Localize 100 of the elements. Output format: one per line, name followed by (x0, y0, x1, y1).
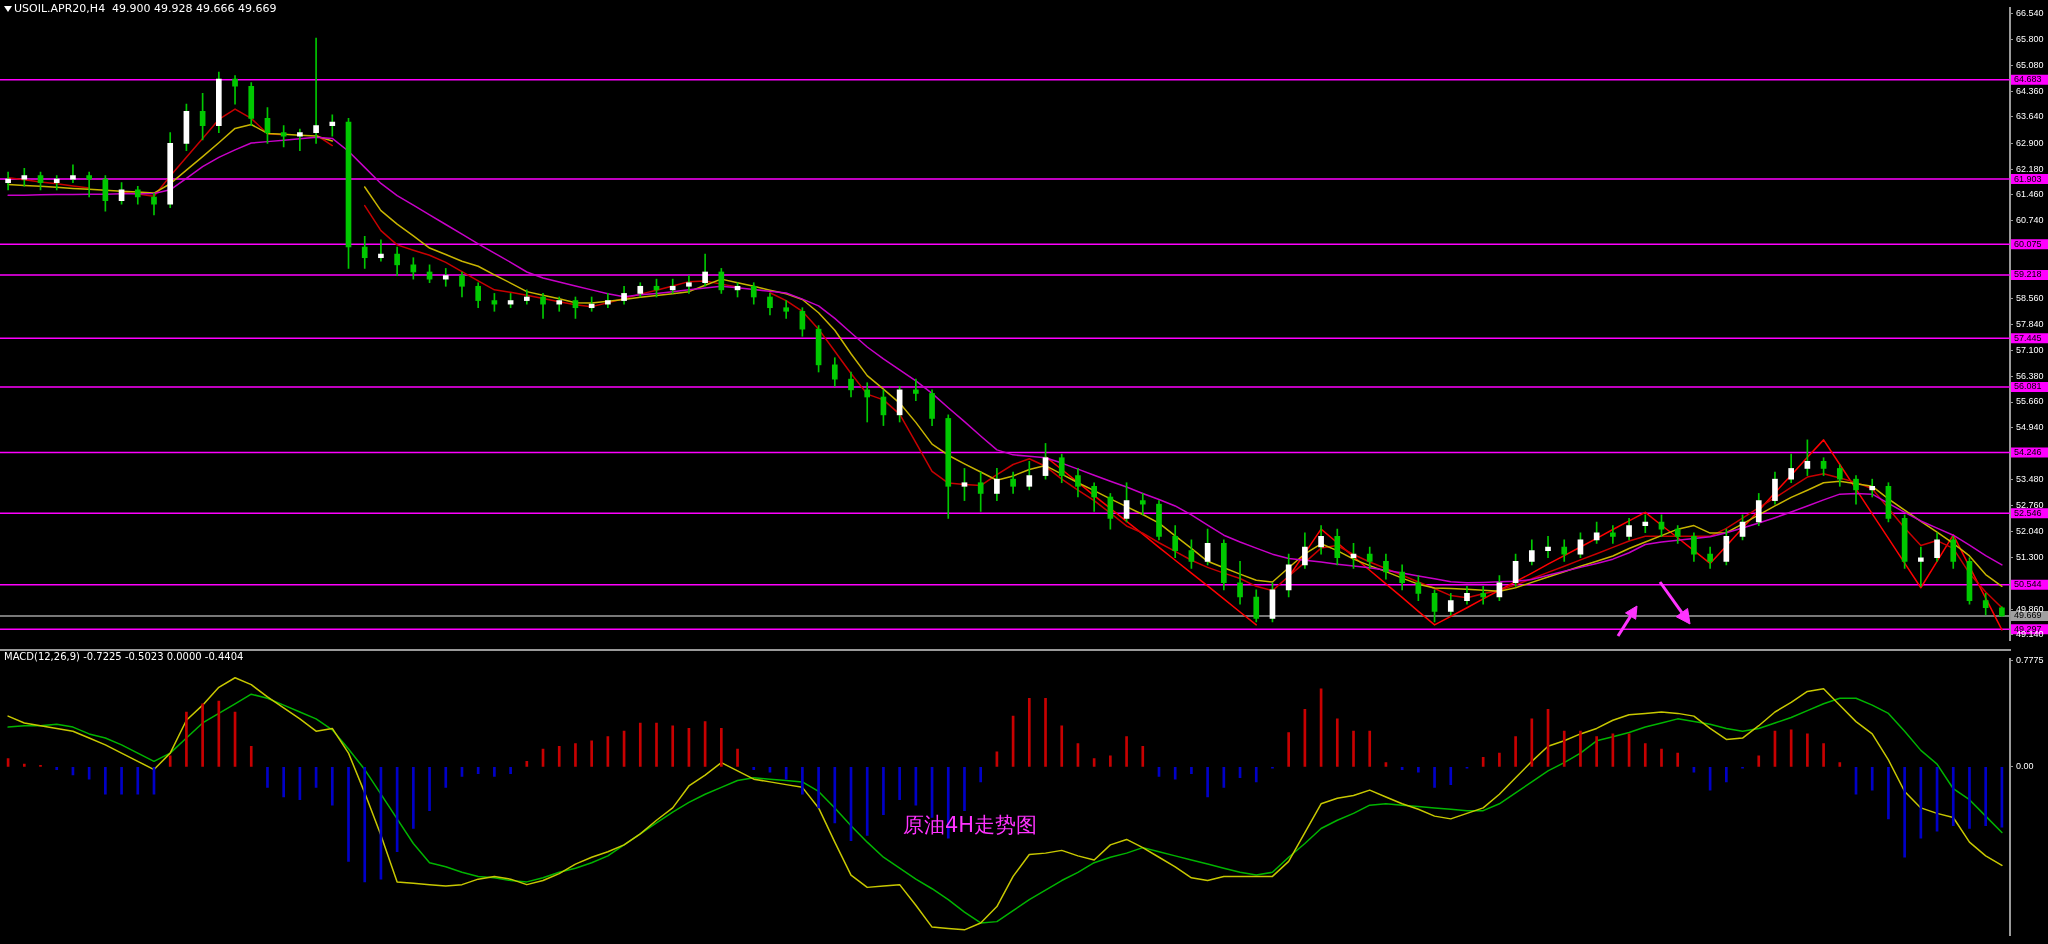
y-tick-label: 56.380 (2016, 370, 2044, 381)
bar (1514, 736, 1517, 767)
candlestick (297, 128, 303, 151)
bar (201, 703, 204, 767)
y-tick-label: 63.640 (2016, 111, 2044, 122)
candlestick (913, 378, 919, 401)
candlestick (313, 37, 319, 144)
bar (444, 766, 448, 788)
bar (412, 766, 415, 829)
y-tick-label: 62.180 (2016, 163, 2044, 174)
bar (249, 745, 253, 767)
bar (1660, 748, 1663, 767)
candlestick (1610, 525, 1616, 544)
bar (882, 766, 885, 816)
bar (574, 743, 577, 767)
bar (1417, 766, 1420, 773)
bar (1870, 766, 1874, 791)
ref-line-label: 50.544 (2014, 579, 2042, 590)
candlestick (1480, 585, 1487, 605)
bar (736, 748, 739, 767)
bar (168, 755, 172, 767)
candlestick (86, 171, 92, 198)
bar (752, 766, 756, 770)
bar (557, 745, 561, 767)
bar (1141, 745, 1145, 767)
bar (55, 766, 59, 770)
candlestick (864, 382, 871, 423)
bar (525, 761, 529, 767)
bar (509, 766, 512, 774)
bar (1498, 752, 1501, 767)
y-tick-label: 57.100 (2016, 345, 2044, 356)
bar (898, 766, 901, 801)
y-tick-label: 54.940 (2016, 422, 2044, 433)
bar (1206, 766, 1209, 798)
bar (185, 711, 188, 767)
y-tick-label: 51.300 (2016, 552, 2044, 563)
candlestick (1642, 514, 1649, 534)
y-tick-label: 62.900 (2016, 137, 2044, 148)
bar (671, 725, 675, 767)
ref-line-label: 57.445 (2014, 332, 2042, 343)
ref-line-label: 56.081 (2014, 381, 2042, 392)
candlestick (1918, 546, 1924, 587)
bar (1643, 743, 1647, 767)
bar (865, 766, 869, 836)
bar (1027, 697, 1031, 767)
bar (1109, 755, 1112, 767)
bar (1173, 766, 1177, 780)
bar (1287, 732, 1290, 767)
y-tick-label: 52.040 (2016, 525, 2044, 536)
bar (493, 766, 496, 777)
bar (655, 722, 658, 767)
bar (282, 766, 285, 798)
bar (1822, 743, 1825, 767)
bar (120, 766, 123, 795)
bar (1806, 733, 1809, 767)
bar (347, 766, 350, 862)
bar (1887, 766, 1890, 820)
y-tick-label: 57.840 (2016, 318, 2044, 329)
bar (104, 766, 107, 795)
candlestick (1869, 478, 1876, 498)
ref-line-label: 61.903 (2014, 173, 2042, 184)
bar (801, 766, 804, 795)
y-tick-label: 0.00 (2016, 761, 2034, 772)
bar (136, 766, 140, 795)
ref-line-label: 54.246 (2014, 447, 2042, 457)
bar (1060, 725, 1064, 767)
bar (1044, 697, 1047, 767)
bar (1530, 718, 1534, 767)
bar (1579, 730, 1582, 767)
bar (1595, 736, 1598, 767)
y-tick-label: 65.800 (2016, 34, 2044, 45)
bar (963, 766, 966, 811)
bar (1562, 730, 1566, 767)
bar (1676, 752, 1680, 767)
bar (1384, 762, 1388, 767)
bar (266, 766, 269, 788)
candlestick (783, 300, 789, 319)
candlestick (70, 164, 76, 184)
bar (979, 766, 983, 783)
y-tick-label: 58.560 (2016, 292, 2044, 303)
bar (1433, 766, 1436, 788)
bar (1903, 766, 1906, 858)
y-tick-label: 60.740 (2016, 215, 2044, 226)
bar (22, 763, 26, 767)
candlestick (442, 268, 449, 287)
y-tick-label: 53.480 (2016, 474, 2044, 485)
candlestick (378, 239, 384, 262)
bar (1757, 755, 1761, 767)
chart-title: USOIL.APR20,H4 49.900 49.928 49.666 49.669 (14, 2, 277, 15)
ref-line-label: 64.683 (2014, 74, 2042, 85)
candlestick (686, 275, 692, 294)
y-tick-label: 61.460 (2016, 189, 2044, 200)
bar (1125, 736, 1128, 767)
bar (1951, 766, 1955, 827)
bar (363, 766, 367, 883)
y-tick-label: 65.080 (2016, 60, 2044, 71)
bar (1984, 766, 1988, 827)
y-tick-label: 66.540 (2016, 7, 2044, 18)
ref-line-label: 59.218 (2014, 269, 2042, 280)
bar (1968, 766, 1971, 829)
